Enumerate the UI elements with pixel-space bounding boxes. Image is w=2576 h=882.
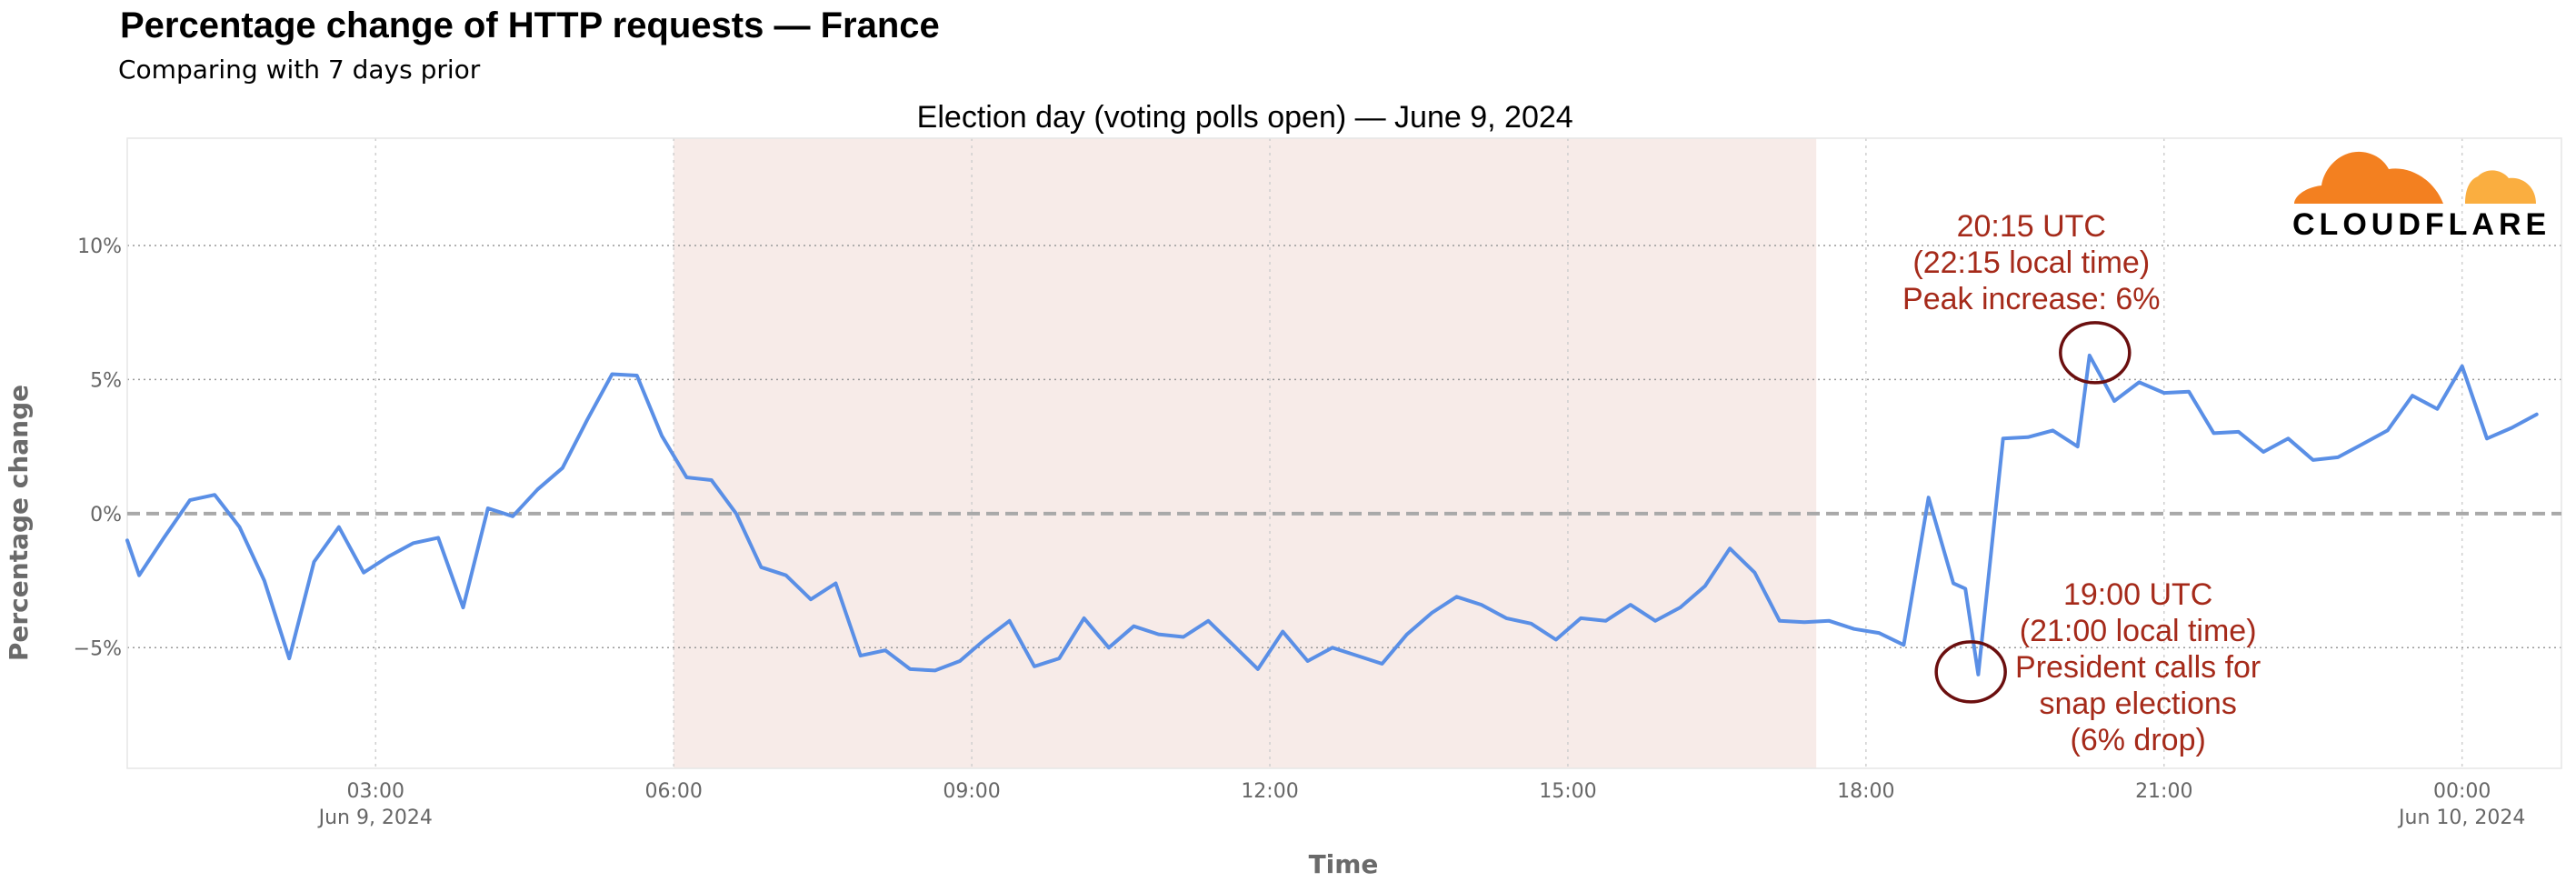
annotation-text: 19:00 UTC [2063,577,2212,612]
annotation-text: (6% drop) [2071,723,2206,757]
shaded-region-label: Election day (voting polls open) — June … [917,100,1573,135]
x-tick-label: 18:00 [1837,780,1894,803]
annotation-text: Peak increase: 6% [1902,282,2161,316]
x-tick-label: 03:00 [347,780,404,803]
annotation-circle [2059,321,2132,385]
x-tick-sublabel: Jun 9, 2024 [317,807,433,829]
annotation-text: (22:15 local time) [1912,246,2150,280]
annotation-text: 20:15 UTC [1957,209,2106,244]
y-tick-label: 0% [90,504,122,526]
x-tick-label: 09:00 [943,780,1000,803]
chart-subtitle: Comparing with 7 days prior [118,55,481,85]
x-tick-label: 21:00 [2135,780,2192,803]
cloudflare-wordmark: CLOUDFLARE [2292,207,2551,242]
annotation-text: President calls for [2015,650,2261,685]
y-axis-title: Percentage change [4,385,34,661]
cloudflare-cloud-small-icon [2465,170,2536,204]
chart-title: Percentage change of HTTP requests — Fra… [120,5,940,45]
x-axis-title: Time [1309,849,1379,879]
plot-frame [126,137,2562,769]
x-tick-label: 15:00 [1539,780,1596,803]
series-line-http-requests [125,353,2539,677]
x-tick-label: 12:00 [1241,780,1298,803]
shaded-region-election-day [674,138,1817,768]
cloudflare-cloud-icon [2294,151,2443,204]
cloudflare-logo: CLOUDFLARE [2292,151,2551,242]
annotation-text: (21:00 local time) [2020,614,2257,648]
x-tick-sublabel: Jun 10, 2024 [2397,807,2525,829]
y-tick-label: −5% [74,637,122,660]
y-tick-label: 5% [90,369,122,392]
x-tick-label: 00:00 [2433,780,2491,803]
x-tick-label: 06:00 [644,780,702,803]
y-tick-label: 10% [77,236,122,258]
annotation-text: snap elections [2039,687,2236,721]
annotation-circle [1934,640,2007,704]
